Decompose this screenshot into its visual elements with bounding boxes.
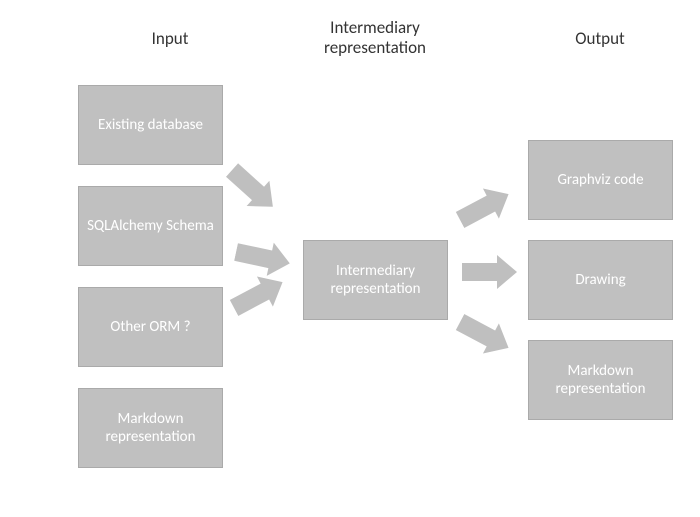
arrow-in1-to-mid	[221, 157, 285, 219]
node-label: Markdown representation	[83, 410, 218, 446]
node-markdown-output: Markdown representation	[528, 340, 673, 420]
node-sqlalchemy-schema: SQLAlchemy Schema	[78, 186, 223, 266]
node-label: Drawing	[575, 271, 625, 289]
node-label: Intermediary representation	[308, 262, 443, 298]
node-drawing: Drawing	[528, 240, 673, 320]
node-intermediary: Intermediary representation	[303, 240, 448, 320]
column-header-output: Output	[540, 28, 660, 49]
header-text: Input	[152, 28, 189, 49]
diagram-stage: Input Intermediary representation Output…	[0, 0, 700, 517]
column-header-middle: Intermediary representation	[290, 18, 460, 57]
arrow-mid-to-out2	[462, 255, 517, 289]
node-label: SQLAlchemy Schema	[87, 217, 214, 235]
node-label: Graphviz code	[557, 171, 643, 189]
node-markdown-input: Markdown representation	[78, 388, 223, 468]
node-label: Other ORM ?	[110, 318, 190, 336]
header-text: Intermediary representation	[324, 17, 426, 58]
arrow-mid-to-out3	[452, 307, 517, 363]
node-label: Existing database	[98, 116, 203, 134]
node-label: Markdown representation	[533, 362, 668, 398]
node-existing-database: Existing database	[78, 85, 223, 165]
column-header-input: Input	[110, 28, 230, 49]
header-text: Output	[575, 28, 624, 49]
node-graphviz-code: Graphviz code	[528, 140, 673, 220]
arrow-mid-to-out1	[452, 179, 517, 235]
node-other-orm: Other ORM ?	[78, 287, 223, 367]
